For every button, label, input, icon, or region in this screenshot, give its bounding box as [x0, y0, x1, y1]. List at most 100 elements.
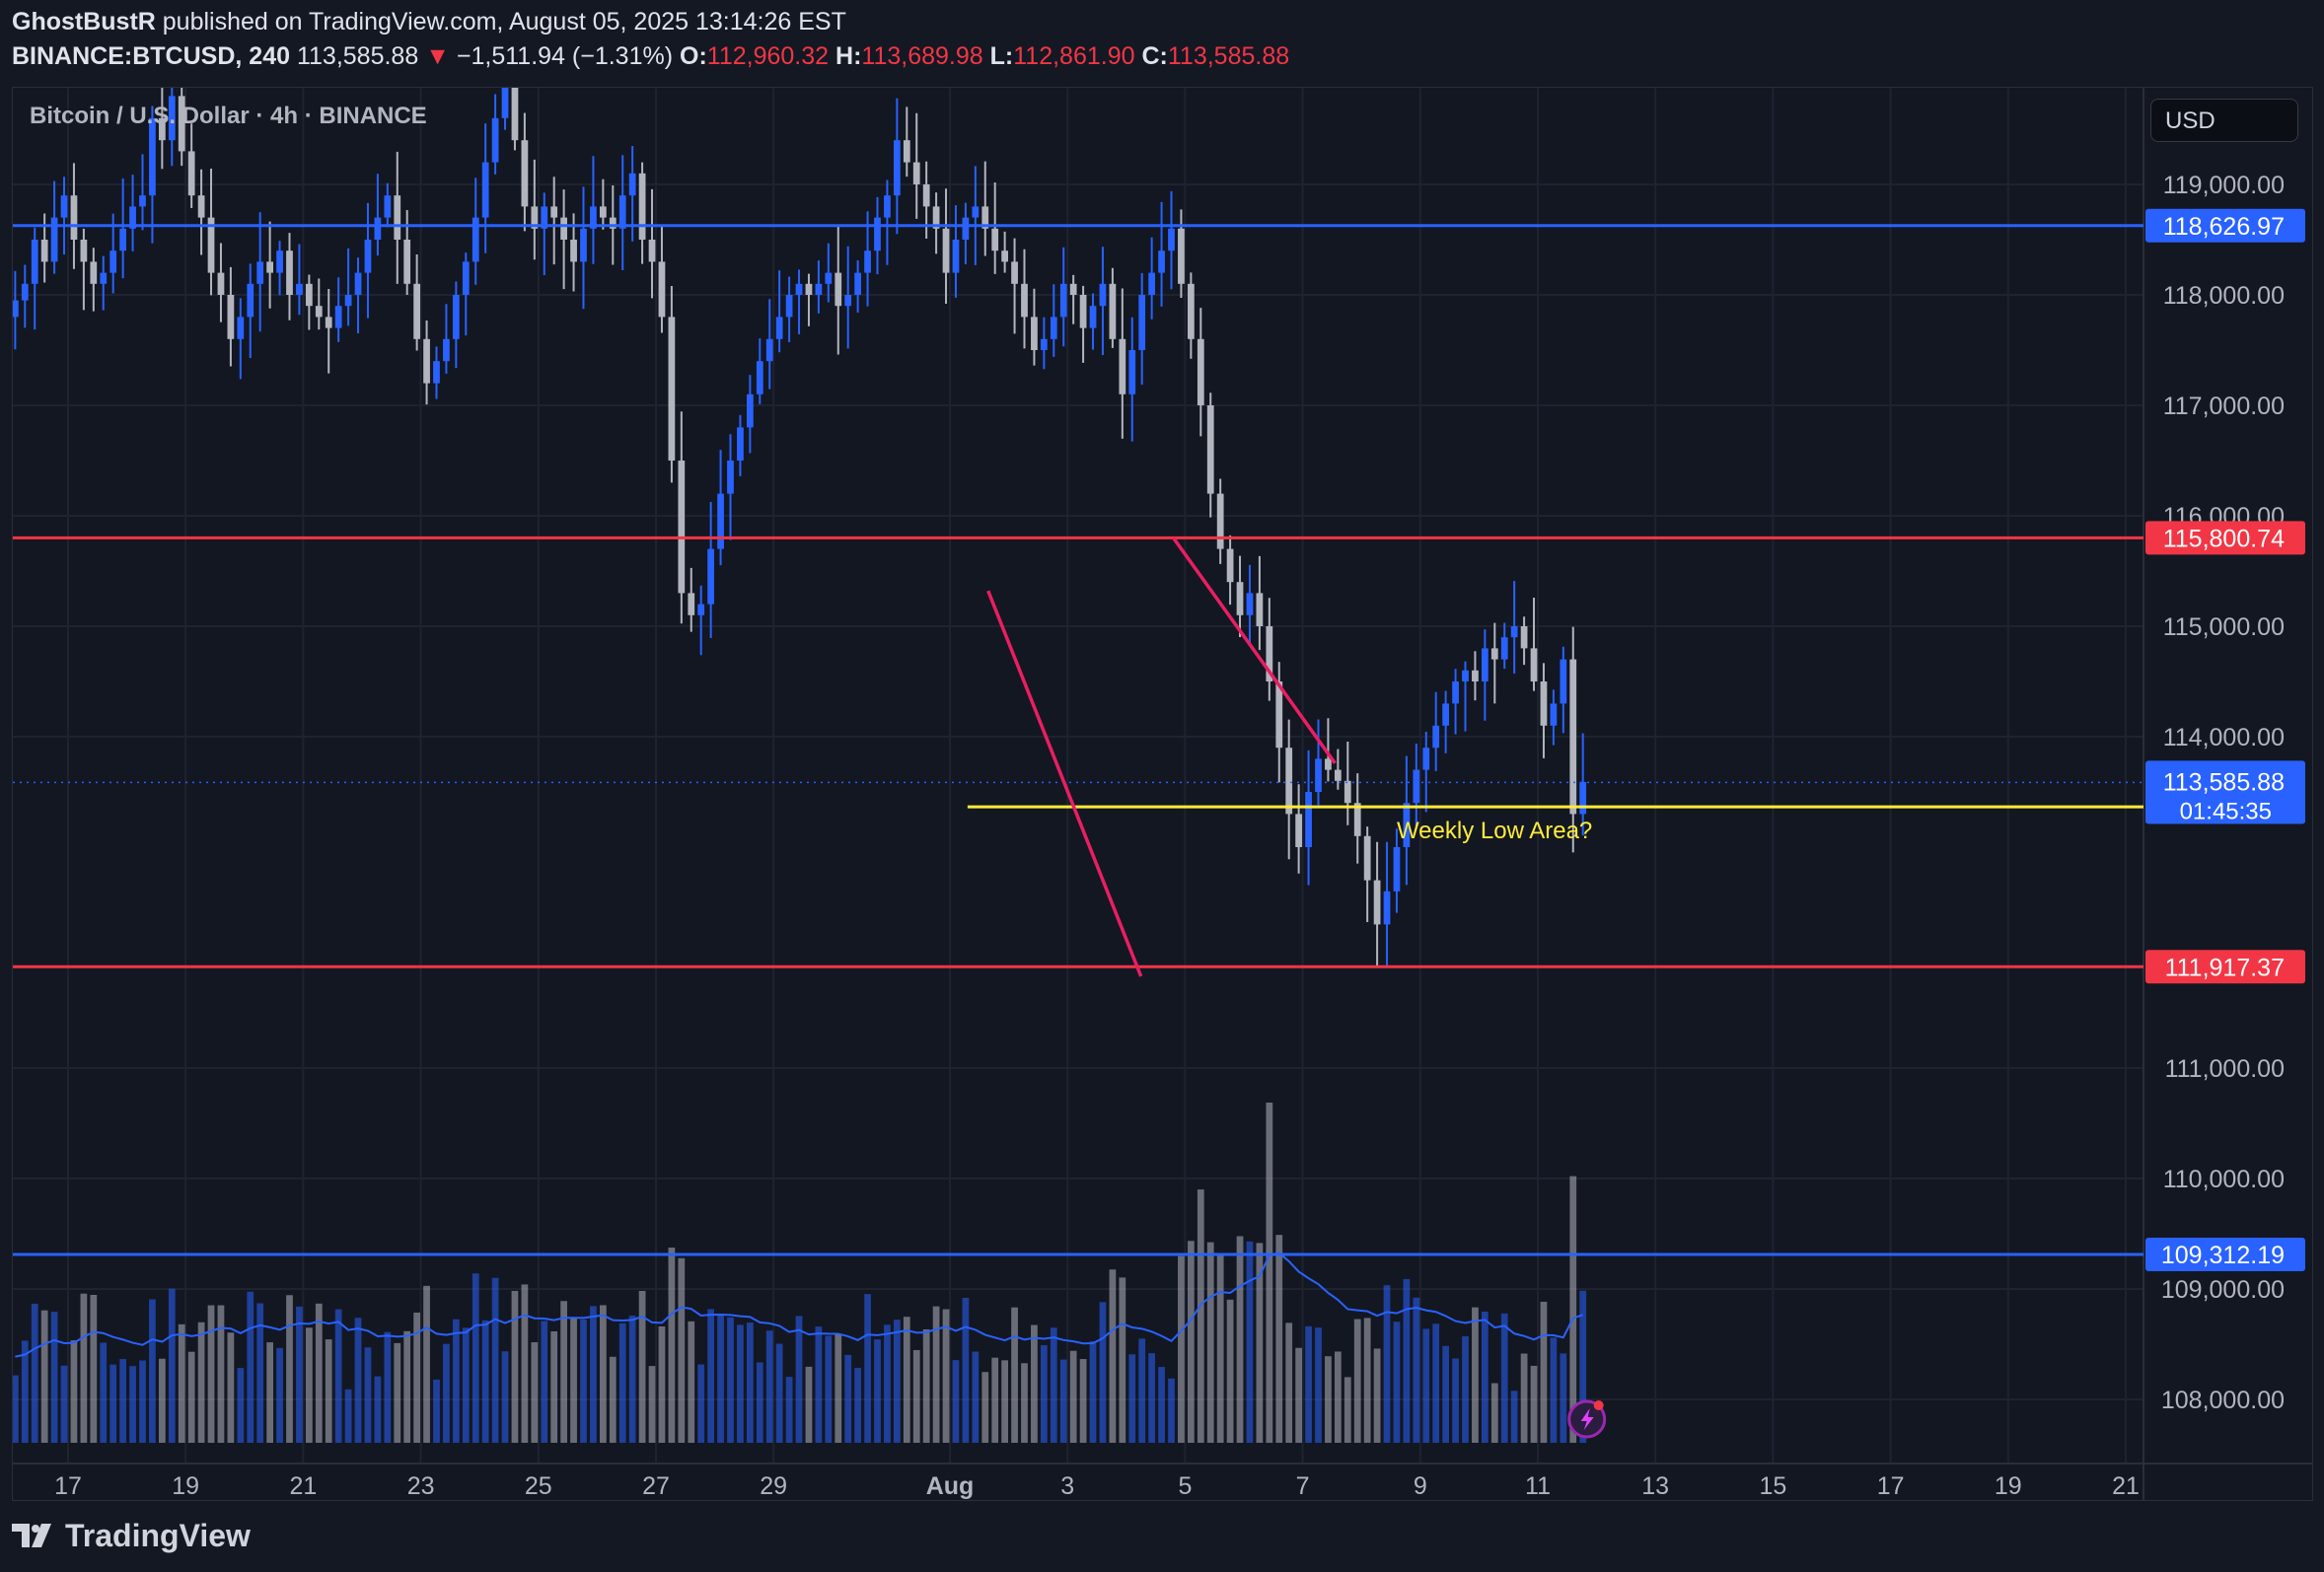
volume-bar [1353, 1319, 1361, 1443]
volume-bar [785, 1377, 793, 1443]
time-tick-label: 15 [1759, 1472, 1786, 1500]
candle-body [60, 195, 68, 218]
volume-bar [1481, 1311, 1489, 1443]
candle-body [433, 361, 440, 384]
symbol-info: BINANCE:BTCUSD, 240 113,585.88 ▼ −1,511.… [12, 42, 1290, 70]
price-tick-label: 115,000.00 [2163, 613, 2285, 641]
volume-bar [1256, 1243, 1264, 1443]
volume-bar [501, 1351, 509, 1443]
candle-body [521, 140, 529, 207]
candle-body [1442, 703, 1450, 726]
candle-body [1285, 748, 1293, 815]
symbol-name[interactable]: BINANCE:BTCUSD [12, 42, 236, 70]
volume-bar [1520, 1353, 1528, 1443]
candle-body [707, 548, 715, 605]
volume-bar [1413, 1297, 1420, 1443]
volume-bar [570, 1317, 577, 1443]
volume-ma-line [15, 1251, 1584, 1358]
volume-bar [433, 1379, 440, 1443]
time-tick-label: 9 [1414, 1472, 1427, 1500]
candle-body [90, 261, 98, 284]
volume-bar [521, 1284, 529, 1443]
candle-body [227, 295, 235, 339]
volume-bar [158, 1358, 166, 1443]
volume-bar [737, 1324, 744, 1443]
volume-bar [452, 1319, 460, 1443]
volume-bar [1128, 1354, 1136, 1443]
footer-brand[interactable]: TradingView [10, 1514, 251, 1557]
candle-body [1353, 803, 1361, 836]
candle-body [825, 272, 833, 284]
volume-bar [325, 1339, 332, 1443]
volume-bar [1305, 1325, 1312, 1443]
volume-group [13, 1103, 1587, 1443]
candle-body [1099, 283, 1107, 307]
volume-bar [1079, 1359, 1087, 1443]
volume-bar [1403, 1278, 1411, 1443]
candle-body [40, 240, 48, 262]
volume-bar [1432, 1323, 1440, 1443]
candle-body [1344, 780, 1351, 804]
candle-body [511, 88, 519, 141]
volume-bar [462, 1327, 470, 1443]
candle-body [413, 283, 421, 339]
volume-bar [756, 1362, 763, 1443]
volume-bar [100, 1342, 108, 1443]
author-name[interactable]: GhostBustR [12, 8, 156, 36]
currency-selector[interactable]: USD [2150, 99, 2298, 142]
volume-bar [531, 1342, 539, 1443]
volume-bar [765, 1330, 773, 1443]
candle-body [884, 195, 891, 218]
price-chart[interactable]: Weekly Low Area?124,000.00123,000.00121,… [13, 88, 2312, 1500]
candle-body [1187, 283, 1195, 339]
candle-body [550, 206, 558, 218]
current-price-tag-label: 113,585.88 [2163, 768, 2285, 796]
volume-bar [1325, 1356, 1332, 1443]
candle-body [207, 217, 215, 273]
volume-bar [187, 1351, 195, 1443]
price-tick-label: 120,000.00 [2161, 88, 2285, 89]
candle-body [756, 361, 763, 394]
low-label: L: [989, 42, 1014, 70]
candle-body [903, 140, 910, 163]
candle-body [344, 295, 352, 307]
volume-bar [119, 1359, 127, 1443]
candle-body [334, 306, 342, 328]
candle-body [1550, 703, 1558, 726]
volume-bar [912, 1349, 920, 1443]
candle-body [1246, 593, 1254, 615]
volume-bar [237, 1368, 245, 1443]
candle-body [109, 250, 117, 273]
candle-body [119, 228, 127, 251]
candle-body [737, 427, 744, 461]
candle-body [1089, 306, 1097, 328]
volume-bar [678, 1257, 686, 1443]
price-tick-label: 114,000.00 [2163, 724, 2285, 751]
candle-body [187, 151, 195, 196]
volume-bar [903, 1317, 910, 1443]
volume-bar [168, 1288, 176, 1443]
candle-body [1178, 228, 1185, 284]
volume-bar [178, 1323, 185, 1443]
volume-bar [344, 1389, 352, 1443]
candle-body [1109, 283, 1117, 339]
candle-body [1206, 405, 1214, 494]
volume-bar [1452, 1358, 1459, 1443]
volume-bar [1510, 1391, 1518, 1443]
volume-bar [90, 1294, 98, 1443]
chart-frame[interactable]: Weekly Low Area?124,000.00123,000.00121,… [12, 87, 2313, 1501]
volume-bar [1138, 1338, 1146, 1443]
time-tick-label: 21 [2112, 1472, 2140, 1500]
chart-background [13, 88, 2312, 1500]
candle-body [1197, 338, 1204, 405]
volume-bar [60, 1365, 68, 1443]
open-value: 112,960.32 [706, 42, 830, 70]
candle-body [197, 195, 205, 218]
volume-bar [511, 1290, 519, 1443]
candle-body [580, 228, 587, 262]
volume-bar [991, 1357, 999, 1443]
time-tick-label: 13 [1641, 1472, 1669, 1500]
low-value: 112,861.90 [1013, 42, 1135, 70]
candle-body [1011, 261, 1018, 284]
volume-bar [1393, 1322, 1401, 1443]
